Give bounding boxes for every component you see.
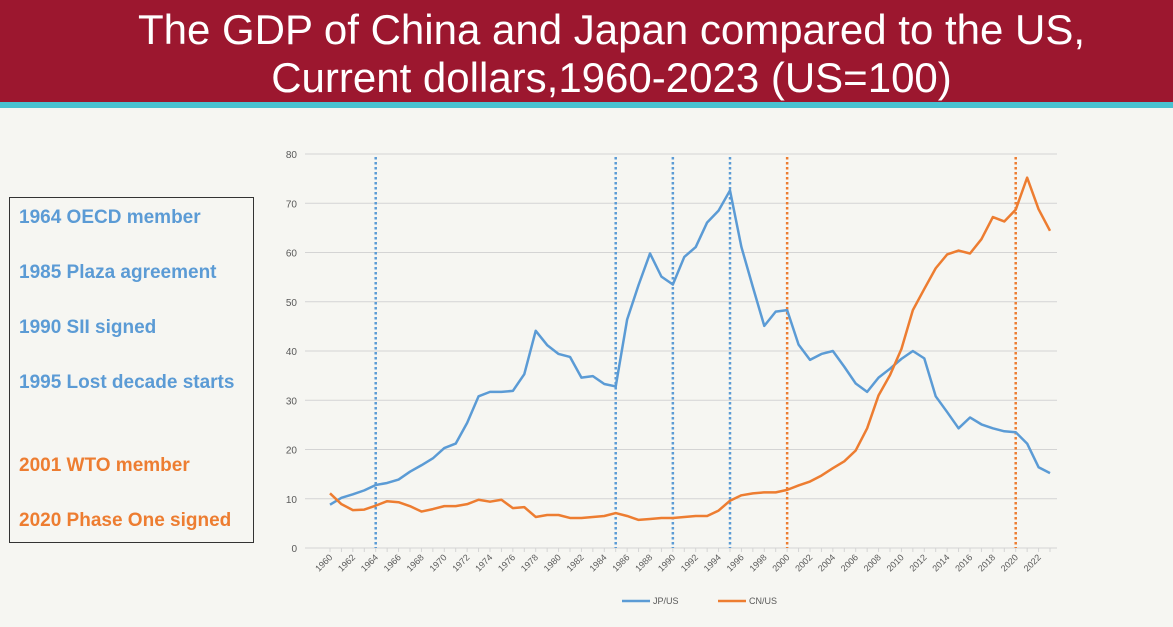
y-tick-label: 20 [286,446,298,457]
x-tick-label: 1974 [473,552,494,573]
y-tick-label: 10 [286,495,298,506]
x-tick-label: 1986 [610,552,631,573]
x-tick-label: 2016 [953,552,974,573]
x-tick-label: 1964 [359,552,380,573]
x-tick-label: 1968 [405,552,426,573]
x-tick-label: 2018 [976,552,997,573]
event-label: 2001 WTO member [19,455,190,476]
event-label: 1995 Lost decade starts [19,372,235,393]
title-line-1: The GDP of China and Japan compared to t… [137,6,1086,53]
x-tick-label: 1998 [747,552,768,573]
event-label: 2020 Phase One signed [19,510,232,531]
x-tick-label: 1972 [450,552,471,573]
x-tick-label: 1978 [519,552,540,573]
y-tick-label: 0 [291,544,297,555]
series-line-jp-us [329,189,1051,506]
events-box: 1964 OECD member 1985 Plaza agreement 19… [9,197,254,543]
x-tick-label: 1960 [313,552,334,573]
banner-accent-strip [0,102,1173,108]
x-tick-label: 1976 [496,552,517,573]
legend-label: JP/US [653,596,679,606]
x-tick-label: 1990 [656,552,677,573]
legend-label: CN/US [749,596,777,606]
y-tick-label: 80 [286,150,298,161]
y-tick-label: 50 [286,298,298,309]
x-tick-label: 2000 [770,552,791,573]
x-tick-label: 1992 [679,552,700,573]
title-line-2: Current dollars,1960-2023 (US=100) [271,54,952,101]
x-tick-label: 2020 [999,552,1020,573]
x-tick-label: 1996 [725,552,746,573]
y-tick-label: 70 [286,199,298,210]
x-tick-label: 1984 [587,552,608,573]
event-label: 1990 SII signed [19,317,157,338]
series-line-cn-us [329,176,1052,522]
title-banner [0,0,1173,102]
x-tick-label: 2012 [907,552,928,573]
y-tick-label: 30 [286,396,298,407]
x-tick-label: 2004 [816,552,837,573]
x-tick-label: 2002 [793,552,814,573]
x-tick-label: 2008 [862,552,883,573]
event-label: 1985 Plaza agreement [19,262,217,283]
x-tick-label: 1982 [565,552,586,573]
x-tick-label: 2006 [839,552,860,573]
x-tick-label: 1980 [542,552,563,573]
x-tick-label: 1988 [633,552,654,573]
x-tick-label: 2010 [885,552,906,573]
x-tick-label: 2014 [930,552,951,573]
x-tick-label: 1966 [382,552,403,573]
x-tick-label: 1962 [336,552,357,573]
x-tick-label: 2022 [1022,552,1043,573]
event-label: 1964 OECD member [19,207,201,228]
x-tick-label: 1994 [702,552,723,573]
y-tick-label: 60 [286,249,298,260]
x-tick-label: 1970 [427,552,448,573]
y-tick-label: 40 [286,347,298,358]
